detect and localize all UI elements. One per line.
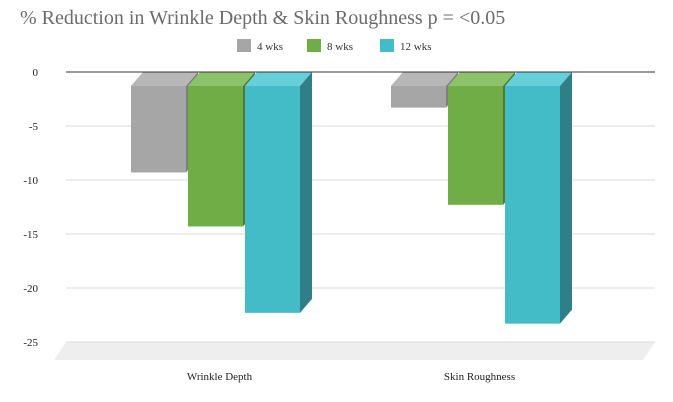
legend-item: 8 wks — [307, 39, 353, 53]
y-tick-label: -5 — [29, 121, 39, 133]
floor-plane — [54, 342, 655, 360]
legend-swatch — [380, 39, 394, 52]
bar-side-face — [560, 72, 572, 324]
legend-item: 4 wks — [237, 39, 283, 53]
bar-top-face — [391, 72, 458, 86]
category-label: Skin Roughness — [444, 371, 515, 383]
bar-front-face — [131, 86, 186, 173]
bar-top-face — [131, 72, 198, 86]
bar-front-face — [505, 86, 560, 324]
y-tick-label: -25 — [23, 337, 38, 349]
chart-title: % Reduction in Wrinkle Depth & Skin Roug… — [20, 7, 505, 29]
bar-side-face — [300, 72, 312, 313]
x-axis-labels: Wrinkle Depth Skin Roughness — [187, 371, 515, 383]
legend-label: 8 wks — [327, 41, 353, 53]
chart-floor — [54, 342, 655, 360]
bars — [131, 72, 572, 324]
legend-swatch — [237, 39, 251, 52]
y-tick-label: 0 — [33, 67, 39, 79]
y-tick-label: -10 — [23, 175, 38, 187]
legend-label: 4 wks — [257, 41, 283, 53]
bar — [448, 72, 515, 205]
bar-top-face — [505, 72, 572, 86]
bar — [245, 72, 312, 313]
legend-swatch — [307, 39, 321, 52]
bar — [131, 72, 198, 173]
bar-front-face — [391, 86, 446, 108]
bar-front-face — [448, 86, 503, 205]
bar-top-face — [448, 72, 515, 86]
bar — [391, 72, 458, 108]
legend-label: 12 wks — [400, 41, 431, 53]
bar-front-face — [245, 86, 300, 313]
bar-top-face — [245, 72, 312, 86]
bar — [505, 72, 572, 324]
bar-top-face — [188, 72, 255, 86]
y-tick-label: -15 — [23, 229, 38, 241]
y-tick-label: -20 — [23, 283, 38, 295]
legend-item: 12 wks — [380, 39, 431, 53]
legend: 4 wks 8 wks 12 wks — [237, 39, 431, 53]
y-axis-ticks: 0 -5 -10 -15 -20 -25 — [23, 67, 38, 349]
bar-front-face — [188, 86, 243, 227]
bar — [188, 72, 255, 227]
category-label: Wrinkle Depth — [187, 371, 253, 383]
